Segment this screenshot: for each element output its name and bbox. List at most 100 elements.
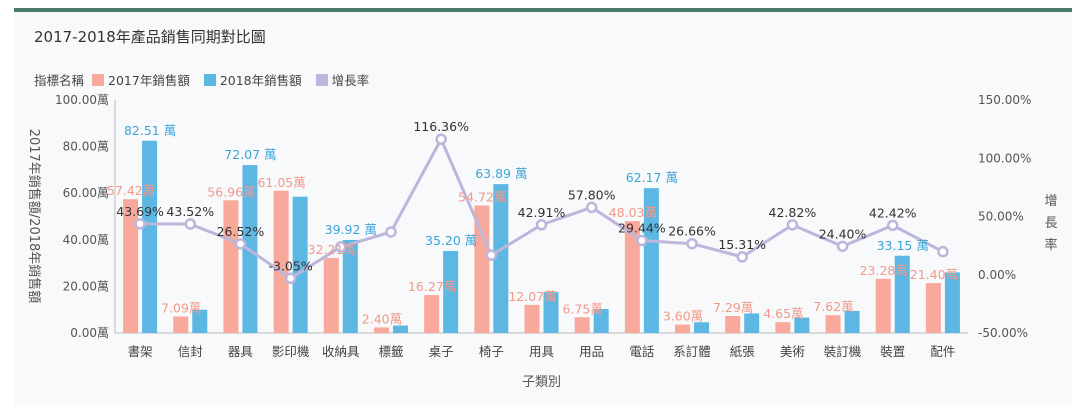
- x-tick-label: 影印機: [272, 344, 310, 359]
- x-tick-label: 用品: [579, 344, 604, 359]
- data-label-growth: 43.52%: [166, 204, 214, 219]
- bar-2018: [894, 255, 910, 333]
- legend-item-2017[interactable]: 2017年銷售額: [92, 70, 190, 89]
- data-label-2017: 21.40萬: [910, 267, 958, 282]
- x-tick-label: 書架: [128, 344, 153, 359]
- bar-2017: [373, 327, 389, 333]
- bar-2018: [342, 239, 358, 333]
- bar-2017: [123, 199, 139, 333]
- legend-title: 指標名稱: [34, 73, 85, 88]
- bar-2018: [944, 272, 960, 333]
- bar-2018: [794, 317, 810, 333]
- chart-title: 2017-2018年產品銷售同期對比圖: [34, 28, 266, 46]
- growth-point: [786, 219, 799, 231]
- data-label-2017: 48.03萬: [609, 205, 657, 220]
- legend-item-2018[interactable]: 2018年銷售額: [203, 70, 302, 89]
- x-tick-label: 用具: [529, 344, 555, 359]
- bar-2018: [493, 184, 509, 333]
- data-label-growth: 43.69%: [116, 204, 164, 219]
- data-label-growth: 15.31%: [718, 237, 766, 252]
- data-label-2018: 62.17 萬: [626, 170, 678, 185]
- data-label-2017: 23.28萬: [860, 263, 908, 278]
- x-axis-title: 子類別: [522, 375, 561, 390]
- data-label-2017: 57.42萬: [107, 183, 155, 198]
- x-tick-label: 裝訂機: [824, 344, 862, 359]
- bar-2018: [443, 250, 459, 333]
- bar-2017: [424, 295, 440, 333]
- y-left-tick-label: 20.00萬: [63, 279, 109, 293]
- legend-item-growth[interactable]: 增長率: [315, 70, 370, 89]
- growth-point: [385, 226, 397, 238]
- x-tick-label: 標籤: [378, 344, 403, 359]
- x-tick-label: 信封: [178, 344, 203, 359]
- x-tick-label: 裝置: [880, 344, 905, 359]
- bar-2017: [524, 304, 540, 333]
- bar-2017: [173, 316, 189, 333]
- data-label-growth: 26.52%: [217, 224, 265, 239]
- growth-point: [134, 218, 146, 230]
- growth-point: [284, 272, 297, 285]
- data-label-growth: 42.82%: [769, 205, 817, 220]
- bar-2017: [825, 315, 841, 333]
- data-label-2017: 16.27萬: [408, 279, 456, 294]
- data-label-2017: 32.21萬: [308, 242, 356, 257]
- x-tick-label: 美術: [780, 344, 805, 359]
- data-label-2017: 3.60萬: [663, 309, 703, 324]
- bar-2017: [223, 200, 239, 333]
- data-label-growth: 26.66%: [668, 224, 716, 239]
- data-label-growth: 42.91%: [518, 205, 566, 220]
- bar-2018: [142, 140, 158, 333]
- x-tick-label: 電話: [629, 344, 654, 359]
- growth-point: [435, 133, 447, 145]
- y-right-tick-label: 100.00%: [978, 151, 1031, 165]
- y-right-tick-label: -50.00%: [978, 326, 1028, 340]
- growth-point: [184, 218, 197, 230]
- growth-point: [535, 219, 548, 231]
- data-label-2017: 2.40萬: [362, 311, 402, 326]
- y-right-tick-label: 50.00%: [978, 210, 1024, 224]
- bar-2018: [844, 310, 860, 333]
- x-tick-label: 配件: [930, 344, 955, 359]
- x-tick-label: 桌子: [429, 344, 454, 359]
- bar-2018: [694, 322, 710, 333]
- growth-point: [636, 234, 648, 247]
- bar-2017: [725, 316, 741, 333]
- bar-2018: [292, 196, 308, 333]
- bar-2017: [775, 322, 791, 333]
- data-label-growth: 57.80%: [568, 187, 616, 202]
- growth-point: [335, 241, 347, 253]
- data-label-2017: 7.62萬: [813, 299, 853, 314]
- y-left-tick-label: 0.00萬: [70, 326, 109, 340]
- growth-point: [686, 237, 698, 250]
- growth-point: [886, 219, 899, 232]
- x-tick-label: 器具: [228, 344, 254, 359]
- bar-2017: [624, 221, 640, 333]
- growth-point: [736, 251, 748, 263]
- data-label-2017: 12.07萬: [508, 289, 556, 304]
- x-tick-label: 收納具: [322, 344, 360, 359]
- data-label-2018: 82.51 萬: [124, 123, 176, 138]
- legend-swatch-2017: [92, 73, 105, 86]
- data-label-growth: -3.05%: [269, 258, 313, 273]
- y-axis-left-title: 2017年銷售額/2018年銷售額: [26, 129, 42, 304]
- legend-swatch-2018: [203, 73, 216, 86]
- bar-2018: [392, 325, 408, 333]
- data-label-2018: 63.89 萬: [475, 166, 527, 181]
- data-label-growth: 116.36%: [413, 119, 469, 134]
- data-label-2017: 61.05萬: [257, 175, 305, 190]
- growth-point: [234, 238, 247, 250]
- growth-point: [585, 201, 598, 214]
- y-left-tick-label: 40.00萬: [63, 233, 109, 247]
- bar-2018: [593, 309, 609, 333]
- data-label-2017: 54.72萬: [458, 190, 506, 205]
- y-axis-right-title-char: 長: [1044, 216, 1057, 231]
- legend-label-growth: 增長率: [331, 73, 370, 88]
- data-label-growth: 29.44%: [618, 220, 666, 235]
- y-axis-right-title-char: 率: [1044, 237, 1057, 253]
- x-tick-label: 紙張: [730, 344, 756, 359]
- y-left-tick-label: 80.00萬: [63, 140, 109, 154]
- bar-2017: [925, 283, 941, 333]
- data-label-2017: 4.65萬: [763, 306, 803, 321]
- bar-2017: [574, 317, 590, 333]
- legend-label-2017: 2017年銷售額: [108, 73, 190, 88]
